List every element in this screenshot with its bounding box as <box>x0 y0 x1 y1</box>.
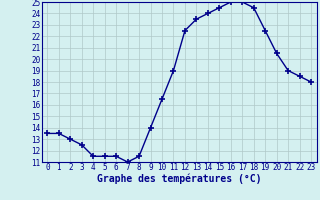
X-axis label: Graphe des températures (°C): Graphe des températures (°C) <box>97 174 261 184</box>
